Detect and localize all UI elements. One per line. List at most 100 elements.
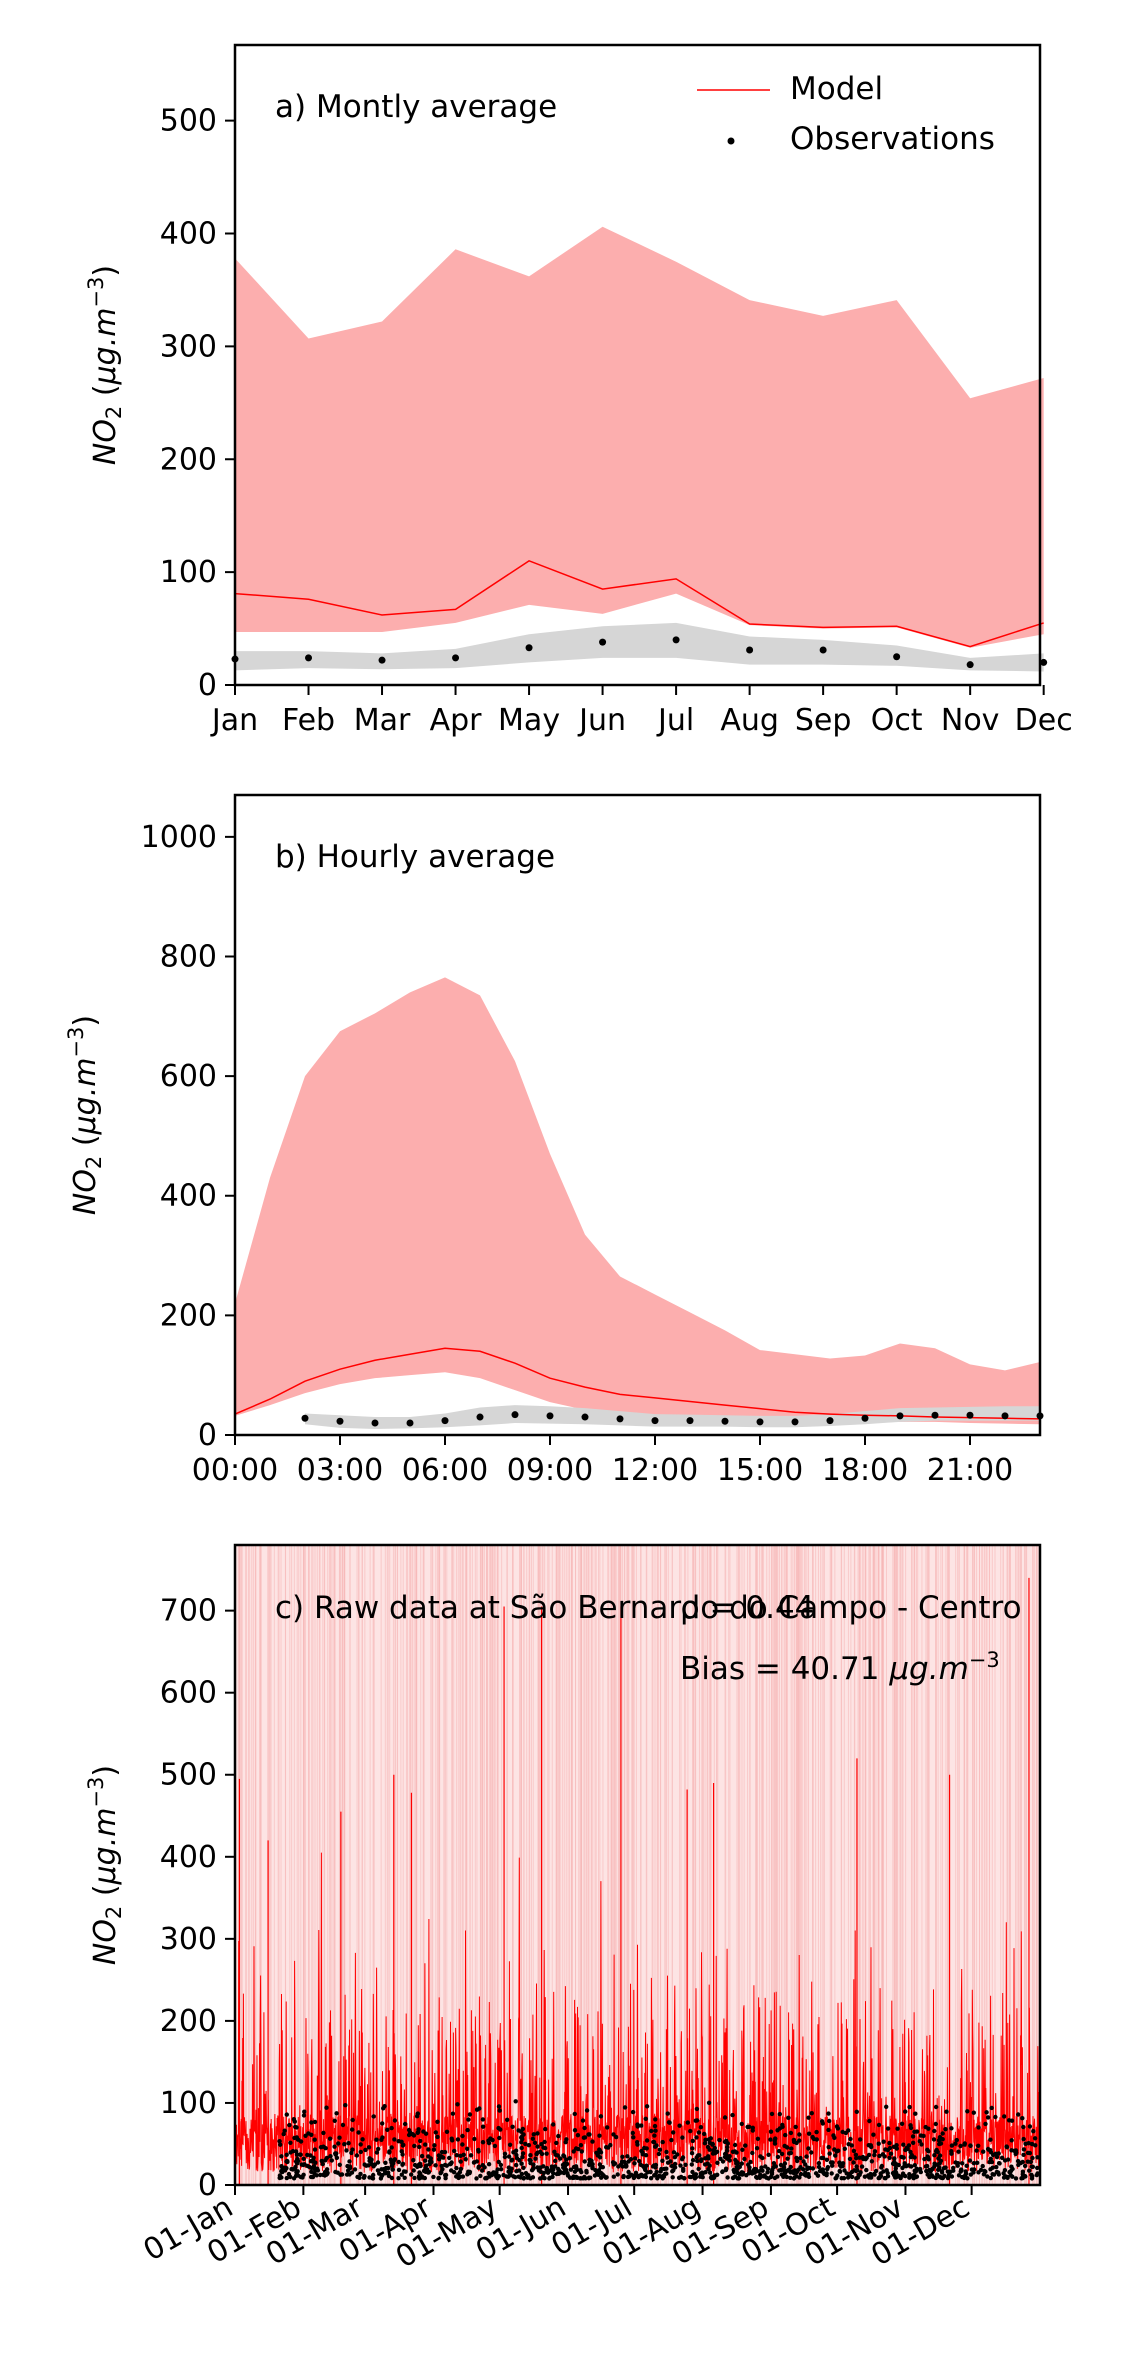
observation-point — [383, 2165, 389, 2171]
observation-point — [565, 2173, 571, 2178]
observation-point — [461, 2152, 466, 2157]
observation-point — [626, 2169, 631, 2175]
observation-point — [586, 2162, 592, 2168]
observation-point — [824, 2157, 830, 2162]
observation-point — [347, 2172, 352, 2177]
observation-point — [901, 2155, 906, 2160]
observation-point — [476, 2149, 481, 2154]
observation-point — [732, 2169, 737, 2175]
observation-point — [809, 2150, 814, 2155]
observation-point — [665, 2111, 670, 2116]
observation-point — [760, 2155, 765, 2161]
observation-point — [1031, 2129, 1036, 2134]
observation-point — [452, 2148, 457, 2154]
observation-point — [277, 2173, 283, 2178]
observation-point — [750, 2150, 755, 2156]
observation-point — [356, 2130, 361, 2135]
observation-point — [1009, 2148, 1014, 2153]
observation-point — [327, 2136, 333, 2141]
observation-point — [349, 2150, 354, 2156]
observation-point — [902, 2163, 907, 2168]
observation-point — [720, 2169, 725, 2174]
x-axis: 01-Jan01-Feb01-Mar01-Apr01-May01-Jun01-J… — [138, 2185, 976, 2275]
observation-point — [506, 2154, 512, 2159]
observation-point — [765, 2170, 770, 2175]
observation-point — [447, 2155, 452, 2161]
observation-point — [1021, 2147, 1027, 2152]
observation-point — [715, 2160, 720, 2165]
observation-point — [332, 2144, 337, 2149]
observation-point — [835, 2126, 841, 2131]
panel-title: b) Hourly average — [275, 839, 555, 875]
observation-point — [611, 2174, 616, 2179]
observation-point — [525, 644, 533, 652]
observation-point — [698, 2171, 703, 2176]
observation-point — [739, 2170, 744, 2175]
observation-point — [676, 2175, 682, 2180]
observation-point — [391, 2161, 396, 2166]
observation-point — [765, 2166, 771, 2172]
observation-point — [768, 2129, 774, 2134]
observation-point — [321, 2130, 326, 2136]
observation-point — [966, 661, 974, 669]
observation-point — [496, 2159, 501, 2165]
observation-point — [581, 2135, 587, 2140]
panel-c-raw-data: 0 100 200 300 400 500 600 700 01-Jan01-Feb01-Ma… — [84, 1543, 1042, 2275]
observation-point — [842, 2146, 847, 2151]
observation-point — [776, 2148, 782, 2154]
observation-point — [418, 2138, 423, 2144]
observation-point — [396, 2167, 402, 2173]
observation-point — [531, 2132, 536, 2137]
observation-point — [309, 2120, 314, 2125]
observation-point — [1009, 2138, 1014, 2143]
observation-point — [857, 2155, 862, 2160]
observation-point — [334, 2111, 339, 2116]
observation-point — [672, 636, 680, 644]
observation-point — [340, 2122, 346, 2128]
observation-point — [786, 2167, 791, 2172]
observation-point — [671, 2130, 676, 2135]
observation-point — [680, 2135, 685, 2140]
observation-point — [463, 2157, 468, 2162]
observation-point — [1016, 2112, 1021, 2117]
observation-point — [968, 2143, 973, 2148]
observation-point — [936, 2138, 942, 2143]
panel-title: a) Montly average — [275, 89, 557, 125]
observation-point — [431, 2174, 436, 2180]
observation-point — [963, 2169, 968, 2174]
observation-point — [639, 2123, 644, 2128]
observation-point — [742, 2156, 747, 2162]
observation-point — [669, 2137, 674, 2143]
observation-point — [854, 2109, 859, 2114]
observation-point — [879, 2163, 885, 2169]
observation-point — [551, 2122, 556, 2127]
observation-point — [324, 2171, 330, 2177]
observation-point — [806, 2146, 811, 2151]
observation-point — [474, 2176, 479, 2181]
x-tick-label: Jul — [656, 703, 694, 738]
observation-point — [849, 2169, 855, 2175]
observation-point — [735, 2170, 740, 2176]
observation-point — [1008, 2168, 1014, 2174]
observation-point — [476, 2165, 481, 2170]
observation-point — [632, 2161, 637, 2166]
observation-point — [1020, 2116, 1025, 2121]
observation-point — [539, 2151, 545, 2157]
observation-point — [417, 2161, 423, 2166]
observation-point — [846, 2142, 851, 2147]
observation-point — [345, 2168, 351, 2173]
observation-point — [532, 2140, 538, 2145]
observation-point — [533, 2156, 538, 2161]
observation-point — [312, 2137, 317, 2142]
observation-point — [863, 2157, 868, 2162]
observation-point — [718, 2156, 723, 2161]
observation-point — [683, 2162, 688, 2167]
observation-point — [657, 2173, 662, 2178]
observation-point — [723, 2167, 729, 2173]
observation-point — [892, 2172, 897, 2178]
observation-point — [659, 2166, 664, 2172]
observation-point — [576, 2146, 581, 2152]
observation-point — [813, 2171, 819, 2176]
observation-point — [905, 2146, 910, 2152]
observation-point — [931, 2137, 937, 2142]
